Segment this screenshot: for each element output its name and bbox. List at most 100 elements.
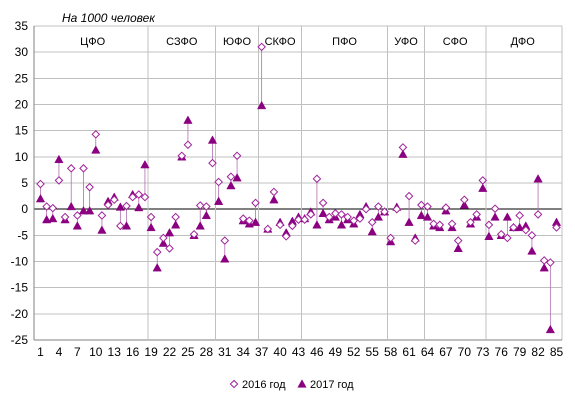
point-2017 xyxy=(195,221,205,230)
point-2016 xyxy=(195,201,205,210)
point-2016 xyxy=(552,223,561,232)
point-2017 xyxy=(146,222,156,232)
point-2016 xyxy=(392,204,402,214)
point-2016 xyxy=(152,247,162,257)
point-2016 xyxy=(355,214,365,223)
point-2016 xyxy=(410,236,420,245)
point-2017 xyxy=(134,202,144,212)
point-2016 xyxy=(361,204,371,214)
point-2017 xyxy=(416,210,426,220)
point-2017 xyxy=(201,210,211,220)
x-tick-label: 19 xyxy=(144,345,158,359)
point-2016 xyxy=(183,140,193,150)
point-2016 xyxy=(226,172,236,182)
x-tick-label: 34 xyxy=(237,345,251,359)
connector-lines xyxy=(40,46,557,330)
y-tick-label: -15 xyxy=(11,281,29,295)
y-tick-label: -10 xyxy=(11,255,29,269)
point-2016 xyxy=(539,256,549,265)
point-2016 xyxy=(208,158,217,168)
point-2017 xyxy=(214,196,224,205)
point-2016 xyxy=(189,229,199,239)
point-2016 xyxy=(453,236,463,245)
point-2016 xyxy=(367,217,377,227)
point-2017 xyxy=(527,246,537,255)
point-2016 xyxy=(300,215,309,224)
point-2017 xyxy=(35,193,46,203)
y-tick-label: 5 xyxy=(21,176,28,190)
point-2016 xyxy=(251,198,260,208)
legend-label-2017: 2017 год xyxy=(310,379,354,391)
point-2016 xyxy=(60,212,70,222)
x-tick-label: 73 xyxy=(476,345,490,359)
point-2016 xyxy=(177,151,187,161)
group-label: УФО xyxy=(394,36,418,48)
group-labels: ЦФО СЗФО ЮФО СКФО ПФО УФО СФО ДФО xyxy=(80,26,535,340)
point-2017 xyxy=(121,221,132,230)
point-2017 xyxy=(226,180,236,190)
point-2017 xyxy=(367,226,377,236)
unit-label: На 1000 человек xyxy=(62,11,156,25)
point-2016 xyxy=(36,179,45,189)
point-2016 xyxy=(324,212,334,222)
group-label: СКФО xyxy=(265,36,296,48)
group-label: ЦФО xyxy=(80,36,106,48)
legend-marker-2016 xyxy=(229,379,239,389)
point-2016 xyxy=(263,224,273,234)
point-2017 xyxy=(171,220,181,229)
point-2016 xyxy=(48,203,58,213)
x-tick-label: 13 xyxy=(108,345,122,359)
point-2017 xyxy=(502,212,512,221)
point-2016 xyxy=(79,164,88,173)
point-2016 xyxy=(269,187,279,197)
point-2016 xyxy=(171,212,180,222)
point-2016 xyxy=(66,164,76,173)
point-2016 xyxy=(331,209,340,218)
point-2016 xyxy=(42,202,51,211)
group-label: ПФО xyxy=(332,36,357,48)
point-2017 xyxy=(453,243,463,253)
point-2016 xyxy=(527,231,537,240)
point-2017 xyxy=(539,263,549,272)
point-2016 xyxy=(521,225,531,235)
point-2017 xyxy=(312,220,322,229)
x-tick-label: 1 xyxy=(37,345,44,359)
point-2016 xyxy=(85,182,94,192)
point-2017 xyxy=(85,206,95,215)
point-2017 xyxy=(164,228,175,237)
point-2016 xyxy=(122,201,131,211)
point-2016 xyxy=(294,215,303,224)
point-2016 xyxy=(460,195,469,205)
y-tick-label: 20 xyxy=(15,98,29,112)
y-tick-label: -20 xyxy=(11,307,29,321)
point-2017 xyxy=(336,220,347,229)
point-2016 xyxy=(97,211,107,220)
point-2016 xyxy=(478,176,488,185)
point-2016 xyxy=(398,143,408,152)
y-tick-label: 0 xyxy=(21,202,28,216)
point-2016 xyxy=(484,220,494,230)
point-2016 xyxy=(312,174,322,184)
point-2016 xyxy=(546,258,555,267)
point-2016 xyxy=(337,210,346,219)
x-tick-label: 79 xyxy=(513,345,527,359)
point-2016 xyxy=(417,200,426,210)
point-2017 xyxy=(398,149,408,158)
point-2016 xyxy=(134,190,144,199)
point-2016 xyxy=(128,192,137,202)
point-2016 xyxy=(73,211,82,220)
point-2016 xyxy=(490,204,500,213)
point-2016 xyxy=(281,232,291,241)
x-tick-label: 58 xyxy=(384,345,398,359)
point-2016 xyxy=(257,42,266,52)
point-2017 xyxy=(533,174,543,183)
x-tick-label: 55 xyxy=(366,345,380,359)
point-2016 xyxy=(515,211,524,220)
x-tick-label: 28 xyxy=(200,345,214,359)
legend-marker-2017 xyxy=(297,379,307,388)
point-2017 xyxy=(115,202,125,211)
point-2016 xyxy=(472,210,481,219)
point-2016 xyxy=(496,229,506,239)
group-label: СЗФО xyxy=(166,36,198,48)
point-2017 xyxy=(72,221,82,230)
